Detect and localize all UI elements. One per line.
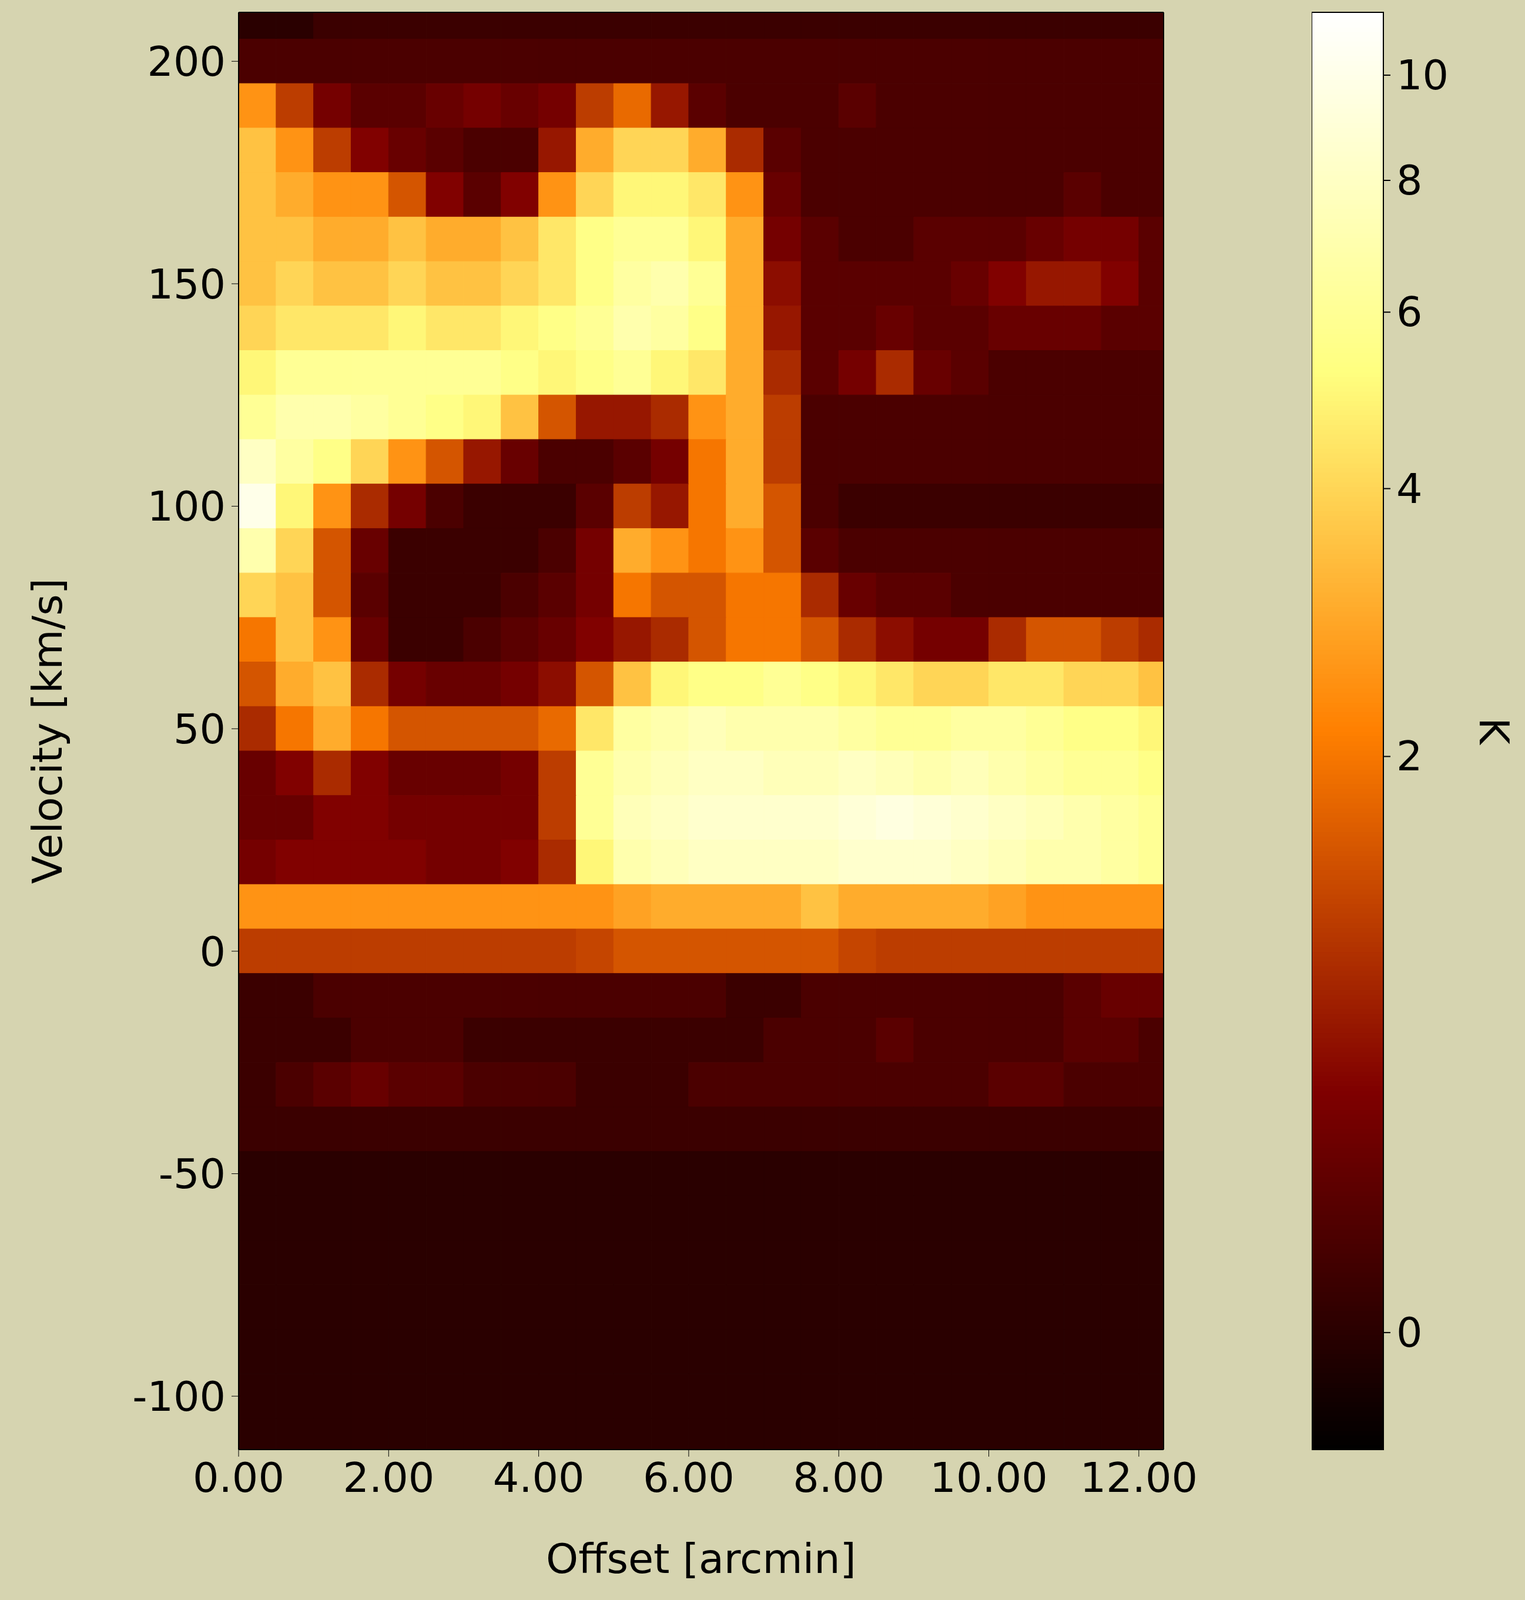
svg-text:12.00: 12.00 — [1080, 1453, 1198, 1503]
svg-text:6.00: 6.00 — [642, 1453, 735, 1503]
svg-text:2: 2 — [1396, 732, 1423, 781]
svg-text:2.00: 2.00 — [342, 1453, 435, 1503]
svg-text:0: 0 — [1396, 1308, 1423, 1357]
svg-text:-100: -100 — [132, 1372, 226, 1421]
svg-text:-50: -50 — [158, 1150, 226, 1199]
svg-text:6: 6 — [1396, 287, 1423, 337]
svg-text:10.00: 10.00 — [929, 1453, 1048, 1503]
svg-text:8.00: 8.00 — [792, 1453, 885, 1503]
svg-text:150: 150 — [146, 260, 226, 309]
svg-text:Offset [arcmin]: Offset [arcmin] — [545, 1534, 857, 1584]
svg-text:10: 10 — [1396, 51, 1449, 100]
svg-text:4.00: 4.00 — [493, 1453, 585, 1503]
svg-text:K: K — [1469, 717, 1518, 746]
svg-text:0: 0 — [199, 927, 226, 977]
svg-text:0.00: 0.00 — [192, 1453, 285, 1503]
svg-text:100: 100 — [146, 482, 226, 531]
svg-text:50: 50 — [173, 705, 226, 754]
svg-text:4: 4 — [1396, 464, 1423, 514]
svg-text:200: 200 — [146, 37, 226, 86]
svg-text:8: 8 — [1396, 156, 1423, 205]
svg-text:Velocity [km/s]: Velocity [km/s] — [23, 578, 72, 884]
